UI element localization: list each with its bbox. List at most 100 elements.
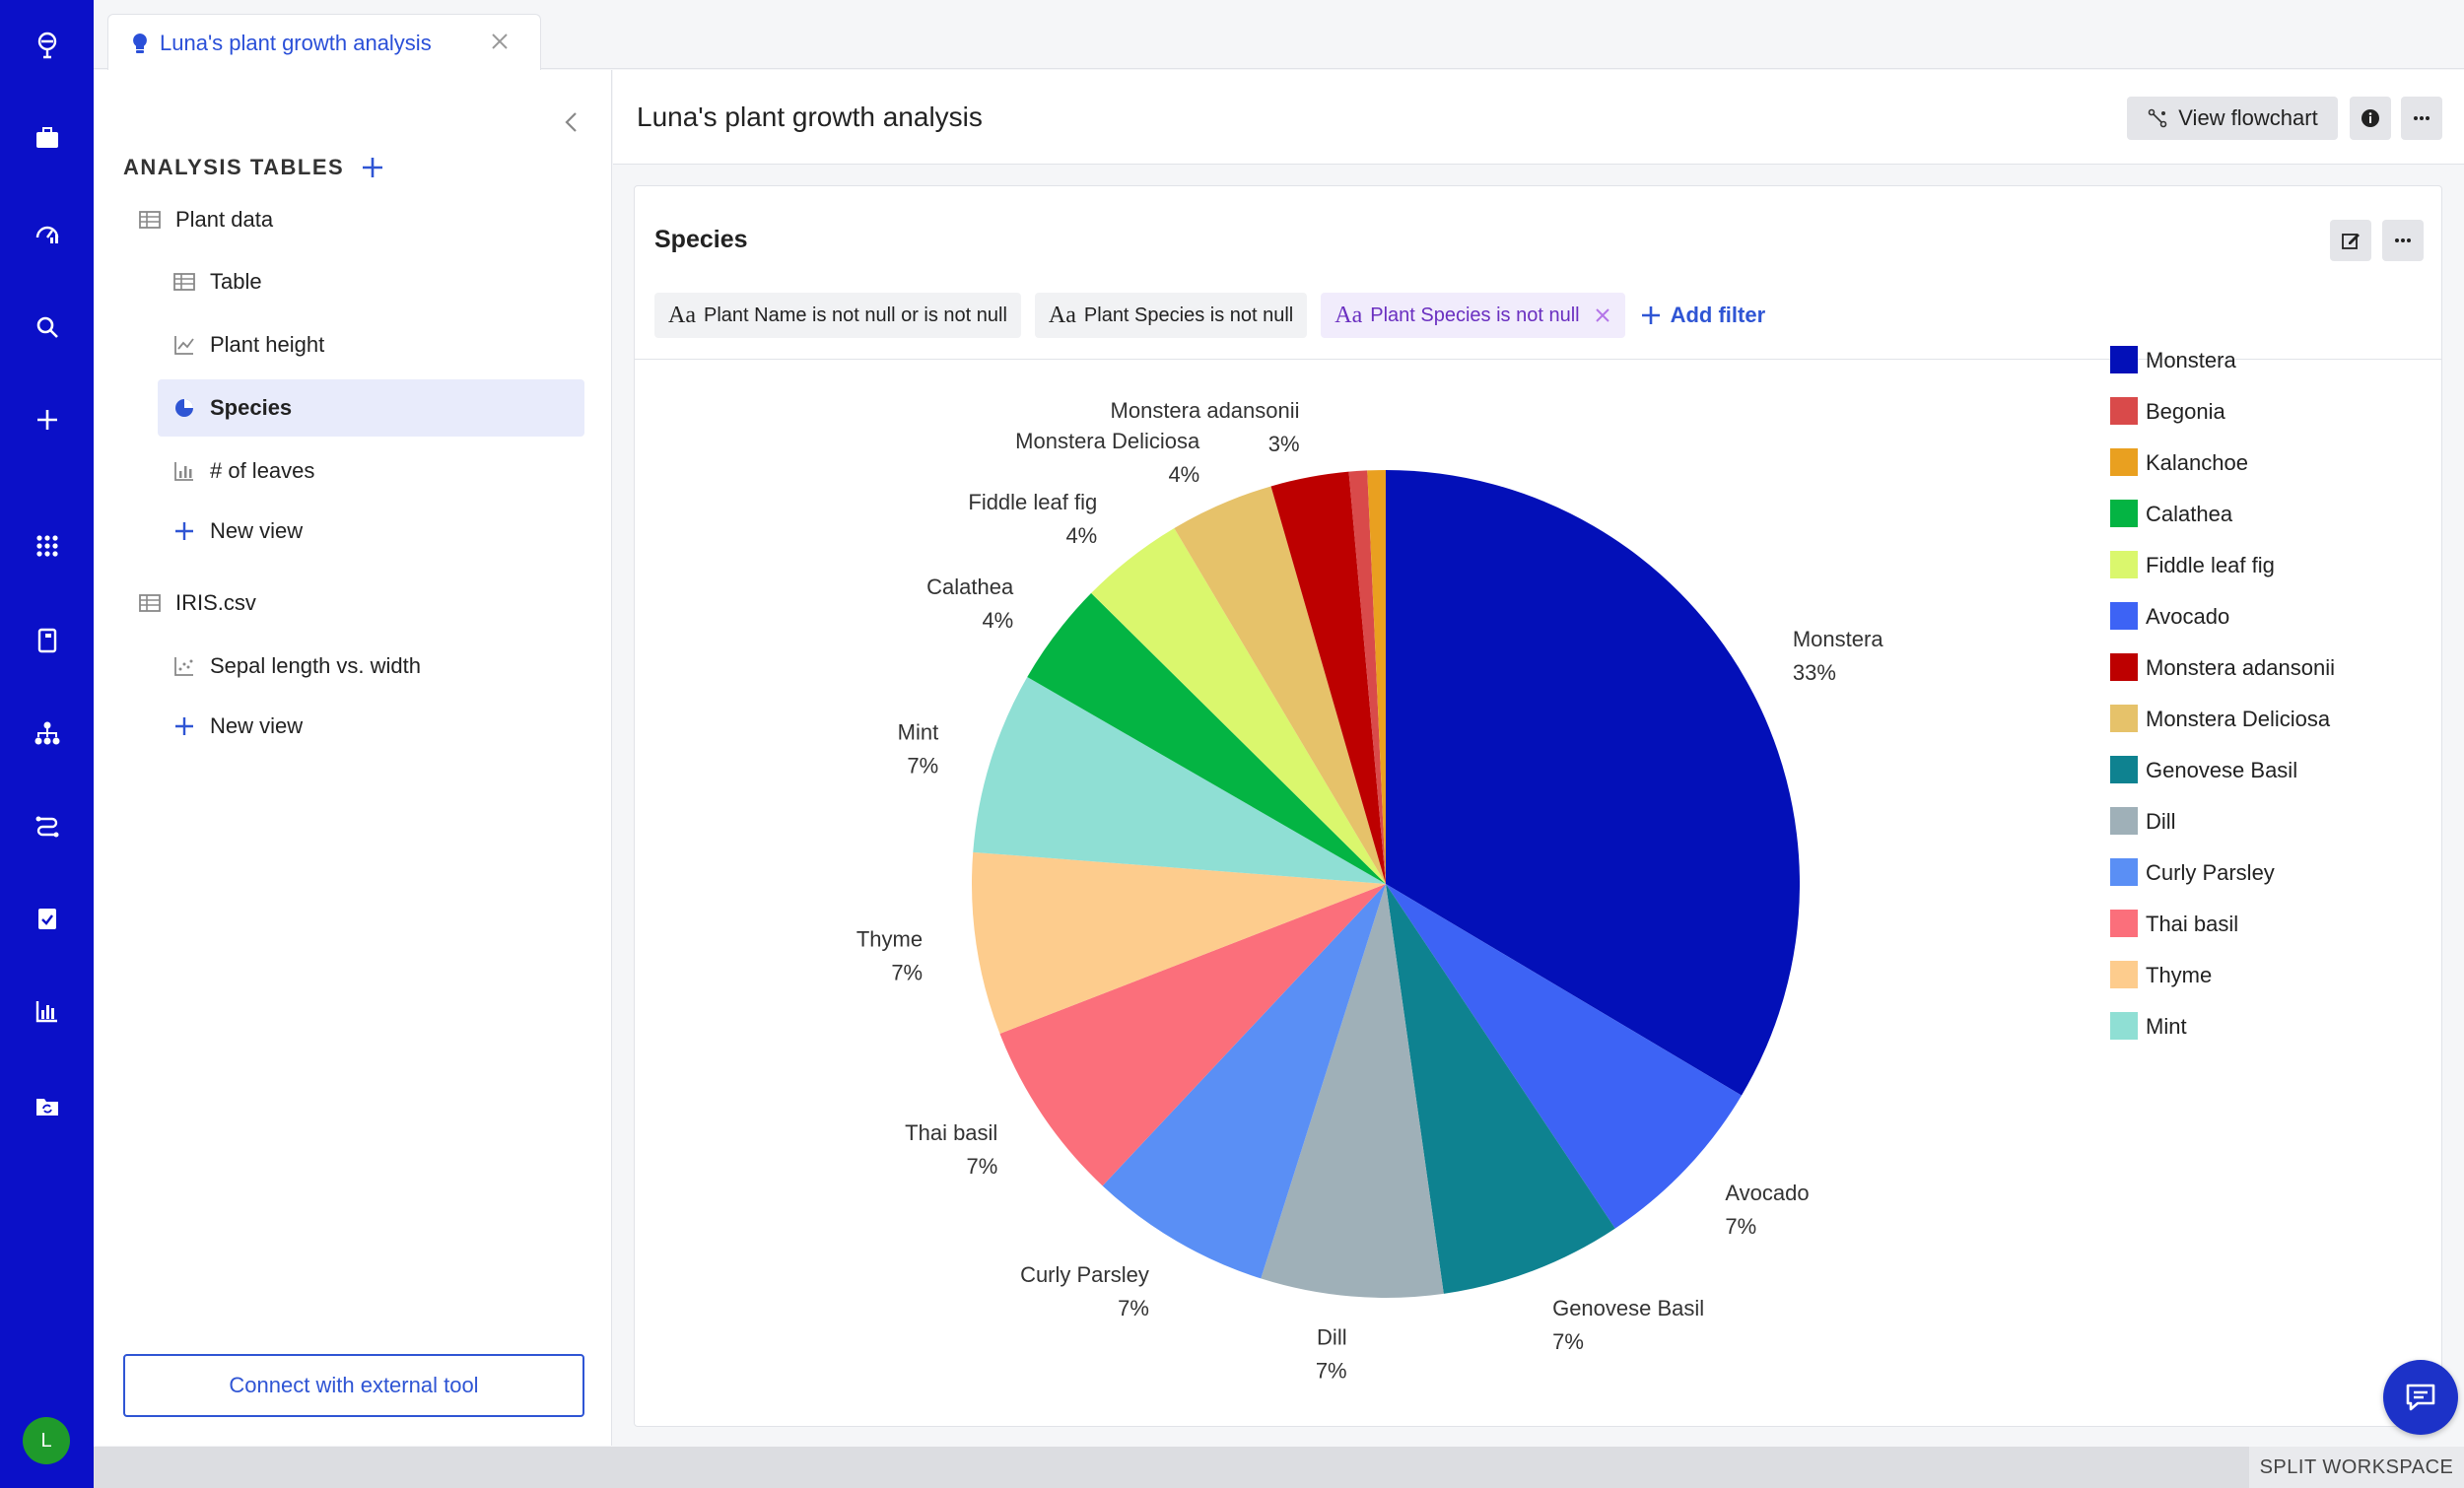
clipboard-check-icon[interactable] xyxy=(0,889,94,948)
hierarchy-icon[interactable] xyxy=(0,704,94,763)
pie-slice[interactable] xyxy=(1102,884,1386,1279)
pie-slice[interactable] xyxy=(1174,486,1386,884)
legend-swatch[interactable] xyxy=(2110,397,2138,425)
sidebar: ANALYSIS TABLES Plant data Table Plant h… xyxy=(94,70,612,1446)
line-chart-icon xyxy=(174,336,194,355)
page-title: Luna's plant growth analysis xyxy=(637,101,983,132)
card-more-button[interactable] xyxy=(2382,220,2424,261)
filter-chip[interactable]: Aa Plant Name is not null or is not null xyxy=(654,293,1021,338)
legend-label[interactable]: Monstera Deliciosa xyxy=(2146,707,2331,731)
pie-slice[interactable] xyxy=(999,884,1386,1186)
brand-icon[interactable] xyxy=(0,16,94,75)
view-table[interactable]: Table xyxy=(172,253,262,310)
filter-chip[interactable]: Aa Plant Species is not null xyxy=(1034,293,1308,338)
filter-bar: Aa Plant Name is not null or is not null… xyxy=(654,293,1765,338)
pie-slice[interactable] xyxy=(1091,527,1386,884)
ellipsis-icon xyxy=(2395,238,2411,242)
legend-swatch[interactable] xyxy=(2110,500,2138,527)
legend-label[interactable]: Thai basil xyxy=(2146,912,2238,936)
pie-slice[interactable] xyxy=(1367,470,1386,884)
add-filter-button[interactable]: Add filter xyxy=(1639,303,1765,328)
pie-slice-percent: 4% xyxy=(1168,462,1199,487)
pie-slice[interactable] xyxy=(1386,470,1800,1096)
apps-grid-icon[interactable] xyxy=(0,516,94,575)
filter-chip-active[interactable]: Aa Plant Species is not null xyxy=(1321,293,1625,338)
pie-slice[interactable] xyxy=(973,677,1386,884)
legend-label[interactable]: Monstera adansonii xyxy=(2146,655,2335,680)
legend-label[interactable]: Monstera xyxy=(2146,348,2236,372)
view-plant-height[interactable]: Plant height xyxy=(172,316,324,373)
route-icon[interactable] xyxy=(0,796,94,855)
close-icon[interactable] xyxy=(487,29,513,54)
view-sepal[interactable]: Sepal length vs. width xyxy=(172,638,421,695)
legend-swatch[interactable] xyxy=(2110,1012,2138,1040)
legend-label[interactable]: Begonia xyxy=(2146,399,2226,424)
bar-chart-icon[interactable] xyxy=(0,981,94,1041)
edit-button[interactable] xyxy=(2330,220,2371,261)
legend-swatch[interactable] xyxy=(2110,653,2138,681)
legend-label[interactable]: Fiddle leaf fig xyxy=(2146,553,2275,577)
pie-chart-icon xyxy=(175,399,193,417)
pie-slice[interactable] xyxy=(972,851,1386,1035)
legend-label[interactable]: Dill xyxy=(2146,809,2176,834)
tab-title: Luna's plant growth analysis xyxy=(160,30,432,55)
pie-slice-name: Dill xyxy=(1317,1324,1347,1349)
table-iris[interactable]: IRIS.csv xyxy=(138,575,256,632)
main-header: Luna's plant growth analysis View flowch… xyxy=(613,70,2464,165)
legend-swatch[interactable] xyxy=(2110,705,2138,732)
legend-label[interactable]: Mint xyxy=(2146,1014,2187,1039)
search-icon[interactable] xyxy=(0,298,94,357)
legend-label[interactable]: Genovese Basil xyxy=(2146,758,2297,782)
split-workspace-button[interactable]: SPLIT WORKSPACE xyxy=(2249,1447,2464,1488)
pie-slice-name: Monstera Deliciosa xyxy=(1015,429,1200,453)
info-button[interactable] xyxy=(2350,97,2391,140)
chat-button[interactable] xyxy=(2383,1360,2458,1435)
folder-sync-icon[interactable] xyxy=(0,1076,94,1135)
pie-slice-percent: 33% xyxy=(1793,660,1836,685)
more-options-button[interactable] xyxy=(2401,97,2442,140)
pie-slice[interactable] xyxy=(1027,592,1386,884)
chevron-left-icon[interactable] xyxy=(557,107,586,137)
legend-swatch[interactable] xyxy=(2110,448,2138,476)
pie-slice[interactable] xyxy=(1261,884,1444,1298)
legend-swatch[interactable] xyxy=(2110,961,2138,988)
legend-swatch[interactable] xyxy=(2110,602,2138,630)
connect-external-tool-button[interactable]: Connect with external tool xyxy=(123,1354,584,1417)
pie-slice[interactable] xyxy=(1386,884,1615,1294)
legend-swatch[interactable] xyxy=(2110,807,2138,835)
pie-slice[interactable] xyxy=(1348,470,1386,884)
briefcase-icon[interactable] xyxy=(0,108,94,168)
plus-icon[interactable] xyxy=(0,390,94,449)
legend-swatch[interactable] xyxy=(2110,858,2138,886)
pie-slice[interactable] xyxy=(1386,884,1743,1229)
pie-slice-percent: 7% xyxy=(967,1154,998,1179)
remove-filter-icon[interactable] xyxy=(1594,306,1611,324)
legend-swatch[interactable] xyxy=(2110,910,2138,937)
pie-slice[interactable] xyxy=(1270,471,1386,884)
legend-label[interactable]: Curly Parsley xyxy=(2146,860,2275,885)
legend-label[interactable]: Kalanchoe xyxy=(2146,450,2248,475)
legend-swatch[interactable] xyxy=(2110,756,2138,783)
avatar[interactable]: L xyxy=(23,1417,70,1464)
pie-slice-percent: 7% xyxy=(1316,1358,1347,1383)
legend-label[interactable]: Avocado xyxy=(2146,604,2229,629)
plus-icon xyxy=(1641,306,1660,324)
tab-analysis[interactable]: Luna's plant growth analysis xyxy=(107,14,541,71)
book-icon[interactable] xyxy=(0,611,94,670)
legend-swatch[interactable] xyxy=(2110,551,2138,578)
pie-slice-name: Monstera adansonii xyxy=(1111,398,1300,423)
view-leaves[interactable]: # of leaves xyxy=(172,442,314,500)
view-label: Plant height xyxy=(210,332,325,357)
legend-swatch[interactable] xyxy=(2110,346,2138,373)
new-view-button[interactable]: New view xyxy=(172,503,303,560)
table-plant-data[interactable]: Plant data xyxy=(138,191,273,248)
add-table-icon[interactable] xyxy=(360,155,385,180)
legend-label[interactable]: Thyme xyxy=(2146,963,2212,987)
view-species[interactable]: Species xyxy=(158,379,584,437)
legend-label[interactable]: Calathea xyxy=(2146,502,2233,526)
view-flowchart-button[interactable]: View flowchart xyxy=(2127,97,2338,140)
gauge-icon[interactable] xyxy=(0,203,94,262)
pie-slice-percent: 7% xyxy=(891,961,923,985)
new-view-button[interactable]: New view xyxy=(172,698,303,755)
tab-strip: Luna's plant growth analysis xyxy=(94,0,2464,71)
